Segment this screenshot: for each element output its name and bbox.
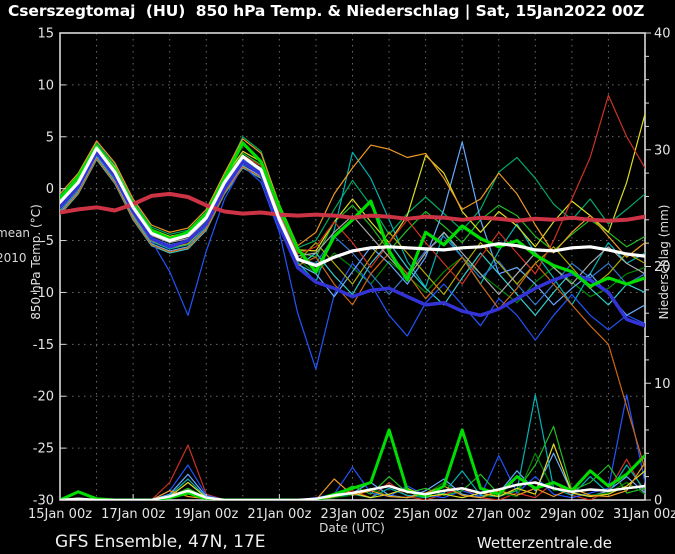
x-tick-label: 29Jan 00z: [540, 507, 604, 522]
series-member-04: [60, 151, 645, 306]
x-tick-label: 21Jan 00z: [247, 507, 311, 522]
series-member-12: [60, 158, 645, 470]
axis-labels: 15 10 5 0 -5 -10 -15 -20 -25 -30 40 30 20 10 0 15Jan 00…: [28, 27, 675, 523]
y-left-tick-label: -20: [33, 390, 54, 405]
series-precip-ensemble-mean: [60, 481, 645, 500]
y-right-tick-label: 40: [654, 27, 671, 42]
y-right-tick-label: 0: [654, 494, 662, 509]
x-tick-label: 31Jan 00z: [613, 507, 675, 522]
y-left-tick-label: -15: [33, 338, 54, 353]
footer-site-label: Wetterzentrale.de: [476, 534, 612, 552]
x-tick-label: 23Jan 00z: [320, 507, 384, 522]
temp-series-group: [60, 94, 645, 470]
y-left-tick-label: 10: [37, 78, 54, 93]
x-tick-label: 17Jan 00z: [101, 507, 165, 522]
series-member-11: [60, 138, 645, 258]
x-tick-label: 15Jan 00z: [28, 507, 92, 522]
y-right-tick-label: 30: [654, 143, 671, 158]
y-left-tick-label: -25: [33, 442, 54, 457]
series-gfs-control: [60, 150, 645, 328]
y-left-tick-label: 15: [37, 27, 54, 42]
y-axis-title-right: Niederschlag (mm): [657, 204, 671, 320]
y-right-tick-label: 20: [654, 260, 671, 275]
x-axis-title: Date (UTC): [319, 521, 385, 535]
legend-mean-label: mean: [0, 226, 31, 240]
y-axis-title-left: 850 hPa Temp. (°C): [29, 204, 43, 320]
series-ensemble-mean: [60, 146, 645, 268]
y-left-tick-label: 5: [46, 130, 54, 145]
y-left-tick-label: -10: [33, 286, 54, 301]
series-member-07: [60, 141, 645, 316]
y-right-tick-label: 10: [654, 377, 671, 392]
x-tick-label: 25Jan 00z: [394, 507, 458, 522]
series-member-03: [60, 136, 645, 249]
y-left-tick-label: -30: [33, 494, 54, 509]
series-member-05: [60, 159, 645, 316]
x-tick-label: 19Jan 00z: [174, 507, 238, 522]
y-left-tick-label: -5: [41, 234, 54, 249]
series-climate-mean: [60, 191, 645, 223]
x-tick-label: 27Jan 00z: [467, 507, 531, 522]
axis-ticks: [59, 32, 651, 501]
chart-title: Cserszegtomaj (HU) 850 hPa Temp. & Niede…: [8, 2, 645, 20]
series-member-06: [60, 153, 645, 370]
y-left-tick-label: 0: [46, 182, 54, 197]
footer-model-label: GFS Ensemble, 47N, 17E: [55, 532, 266, 552]
series-gfs-operational: [60, 141, 645, 288]
